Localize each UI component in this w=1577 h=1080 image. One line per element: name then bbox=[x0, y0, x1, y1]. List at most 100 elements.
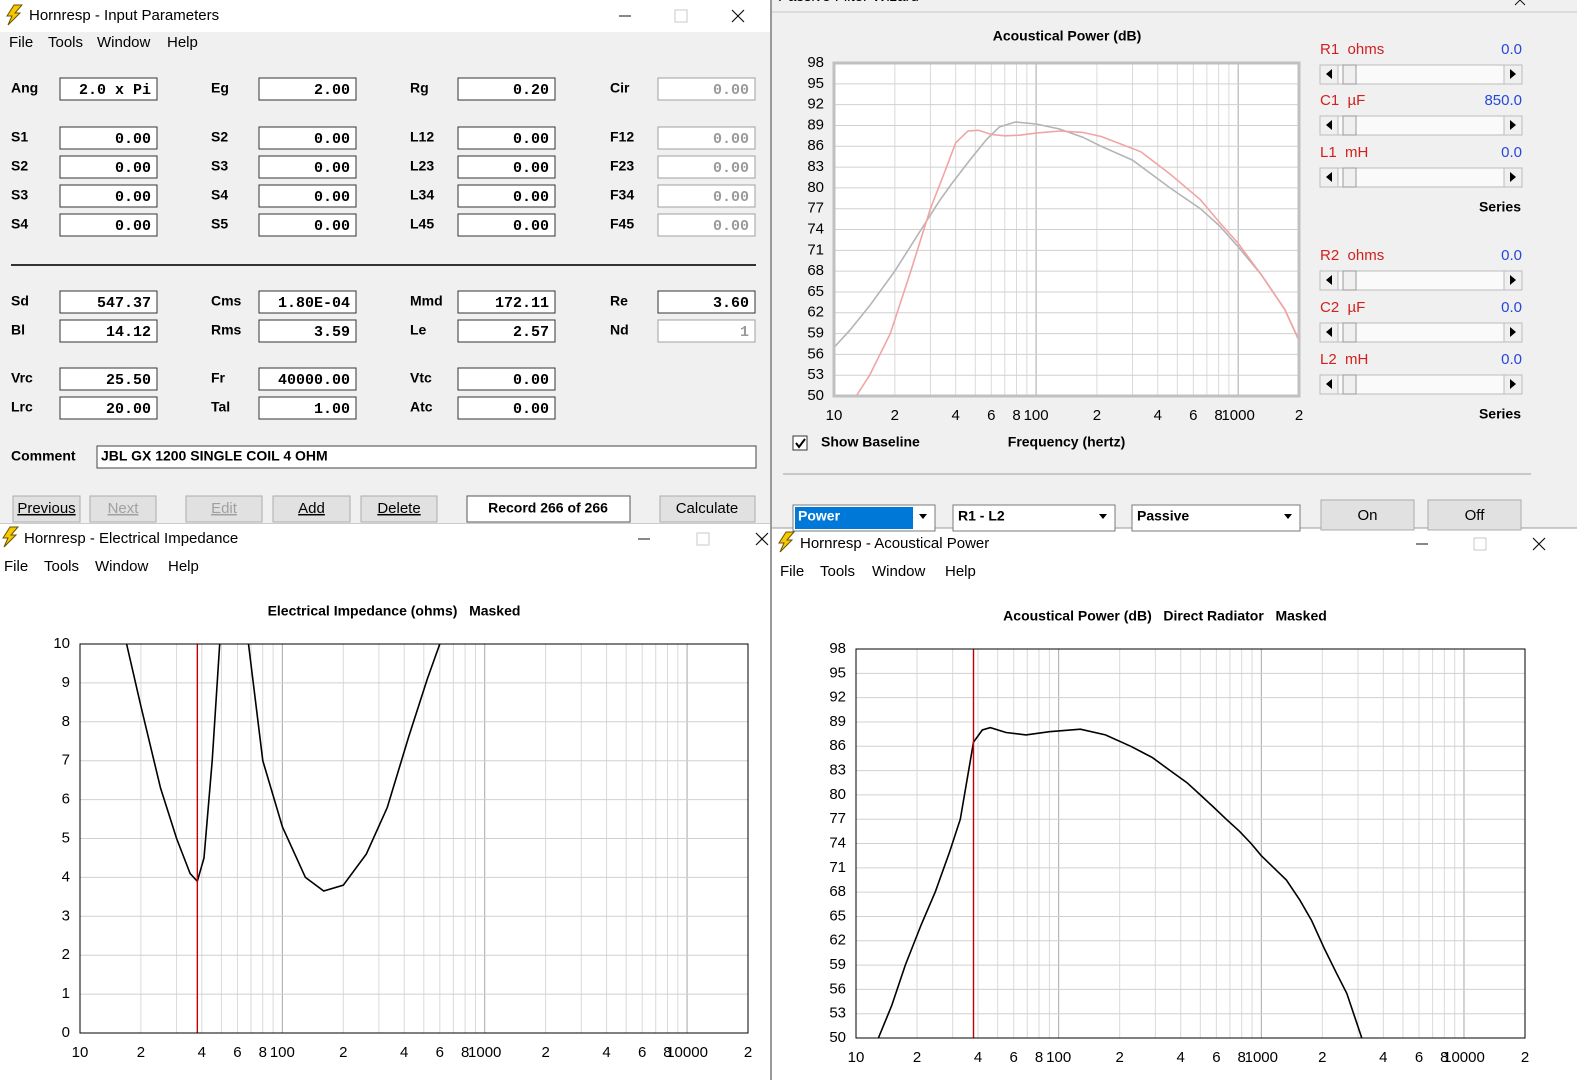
maximize-button[interactable] bbox=[674, 9, 688, 23]
button[interactable] bbox=[360, 495, 438, 523]
field-label: S3 bbox=[11, 187, 28, 203]
field-label: Mmd bbox=[410, 293, 443, 309]
field-box[interactable] bbox=[457, 77, 556, 101]
series-label: Series bbox=[1479, 406, 1521, 422]
dropdown[interactable] bbox=[952, 504, 1116, 532]
button[interactable] bbox=[1427, 499, 1522, 531]
y-tick-label: 83 bbox=[807, 158, 824, 175]
field-value: 1.00 bbox=[314, 401, 350, 418]
field-box[interactable] bbox=[657, 77, 756, 101]
maximize-button[interactable] bbox=[696, 532, 710, 546]
slider-thumb[interactable] bbox=[1342, 167, 1357, 188]
button[interactable] bbox=[12, 495, 81, 523]
close-button[interactable] bbox=[1514, 0, 1526, 6]
field-box[interactable] bbox=[59, 290, 158, 314]
field-box[interactable] bbox=[657, 213, 756, 237]
menu-item[interactable]: Tools bbox=[820, 563, 855, 580]
slider-label: L2 mH bbox=[1320, 351, 1368, 368]
field-box[interactable] bbox=[657, 184, 756, 208]
field-box[interactable] bbox=[457, 367, 556, 391]
y-tick-label: 74 bbox=[807, 220, 824, 237]
field-box[interactable] bbox=[457, 319, 556, 343]
button-label: Delete bbox=[377, 500, 420, 517]
field-box[interactable] bbox=[457, 213, 556, 237]
field-box[interactable] bbox=[457, 126, 556, 150]
series-line bbox=[877, 726, 1363, 1039]
dropdown-arrow bbox=[919, 514, 927, 519]
field-box[interactable] bbox=[457, 396, 556, 420]
field-label: Nd bbox=[610, 322, 629, 338]
maximize-button[interactable] bbox=[1473, 537, 1487, 551]
close-button[interactable] bbox=[755, 532, 769, 546]
slider-thumb[interactable] bbox=[1342, 64, 1357, 85]
field-label: Cir bbox=[610, 80, 630, 96]
x-tick-label: 8 bbox=[1035, 1049, 1043, 1066]
field-box[interactable] bbox=[59, 155, 158, 179]
y-tick-label: 2 bbox=[62, 946, 70, 963]
title-bar bbox=[0, 0, 770, 32]
field-box[interactable] bbox=[457, 155, 556, 179]
field-box[interactable] bbox=[59, 126, 158, 150]
slider-thumb[interactable] bbox=[1342, 374, 1357, 395]
menu-item[interactable]: Help bbox=[945, 563, 976, 580]
field-box[interactable] bbox=[258, 396, 357, 420]
dropdown[interactable] bbox=[1131, 504, 1301, 532]
field-value: 2.57 bbox=[513, 324, 549, 341]
checkbox[interactable] bbox=[792, 435, 808, 451]
menu-item[interactable]: Tools bbox=[48, 34, 83, 51]
button[interactable] bbox=[272, 495, 351, 523]
field-value: 0.00 bbox=[713, 131, 749, 148]
field-box[interactable] bbox=[258, 155, 357, 179]
field-box[interactable] bbox=[59, 396, 158, 420]
menu-item[interactable]: Window bbox=[95, 558, 149, 575]
slider-thumb[interactable] bbox=[1342, 322, 1357, 343]
field-box[interactable] bbox=[258, 319, 357, 343]
field-label: Ang bbox=[11, 80, 38, 96]
field-box[interactable] bbox=[657, 155, 756, 179]
button[interactable] bbox=[1320, 499, 1415, 531]
field-box[interactable] bbox=[457, 290, 556, 314]
slider-thumb[interactable] bbox=[1342, 115, 1357, 136]
menu-item[interactable]: File bbox=[4, 558, 28, 575]
menu-item[interactable]: Help bbox=[168, 558, 199, 575]
menu-item[interactable]: Tools bbox=[44, 558, 79, 575]
field-box[interactable] bbox=[59, 213, 158, 237]
field-box[interactable] bbox=[457, 184, 556, 208]
menu-item[interactable]: Window bbox=[97, 34, 151, 51]
close-button[interactable] bbox=[1532, 537, 1546, 551]
field-box[interactable] bbox=[59, 367, 158, 391]
button[interactable] bbox=[659, 495, 756, 523]
y-tick-label: 65 bbox=[829, 907, 846, 924]
field-value: 0.00 bbox=[513, 189, 549, 206]
field-box[interactable] bbox=[258, 126, 357, 150]
field-label: F12 bbox=[610, 129, 634, 145]
close-button[interactable] bbox=[731, 9, 745, 23]
menu-item[interactable]: File bbox=[9, 34, 33, 51]
field-value: 2.00 bbox=[314, 82, 350, 99]
field-box[interactable] bbox=[258, 290, 357, 314]
menu-item[interactable]: File bbox=[780, 563, 804, 580]
slider-thumb[interactable] bbox=[1342, 270, 1357, 291]
field-box[interactable] bbox=[657, 290, 756, 314]
field-box[interactable] bbox=[59, 184, 158, 208]
field-label: Re bbox=[610, 293, 628, 309]
field-box[interactable] bbox=[59, 319, 158, 343]
field-box[interactable] bbox=[657, 126, 756, 150]
menu-item[interactable]: Help bbox=[167, 34, 198, 51]
y-tick-label: 56 bbox=[807, 345, 824, 362]
comment-box[interactable] bbox=[96, 445, 757, 469]
menu-item[interactable]: Window bbox=[872, 563, 926, 580]
button[interactable] bbox=[89, 495, 157, 523]
field-box[interactable] bbox=[258, 213, 357, 237]
field-box[interactable] bbox=[59, 77, 158, 101]
field-box[interactable] bbox=[258, 367, 357, 391]
field-box[interactable] bbox=[258, 184, 357, 208]
field-box[interactable] bbox=[258, 77, 357, 101]
slider-value: 0.0 bbox=[1501, 351, 1522, 368]
field-label: F23 bbox=[610, 158, 634, 174]
slider-value: 0.0 bbox=[1501, 299, 1522, 316]
field-label: L12 bbox=[410, 129, 434, 145]
button[interactable] bbox=[185, 495, 263, 523]
arrow bbox=[1510, 379, 1516, 389]
field-box[interactable] bbox=[657, 319, 756, 343]
